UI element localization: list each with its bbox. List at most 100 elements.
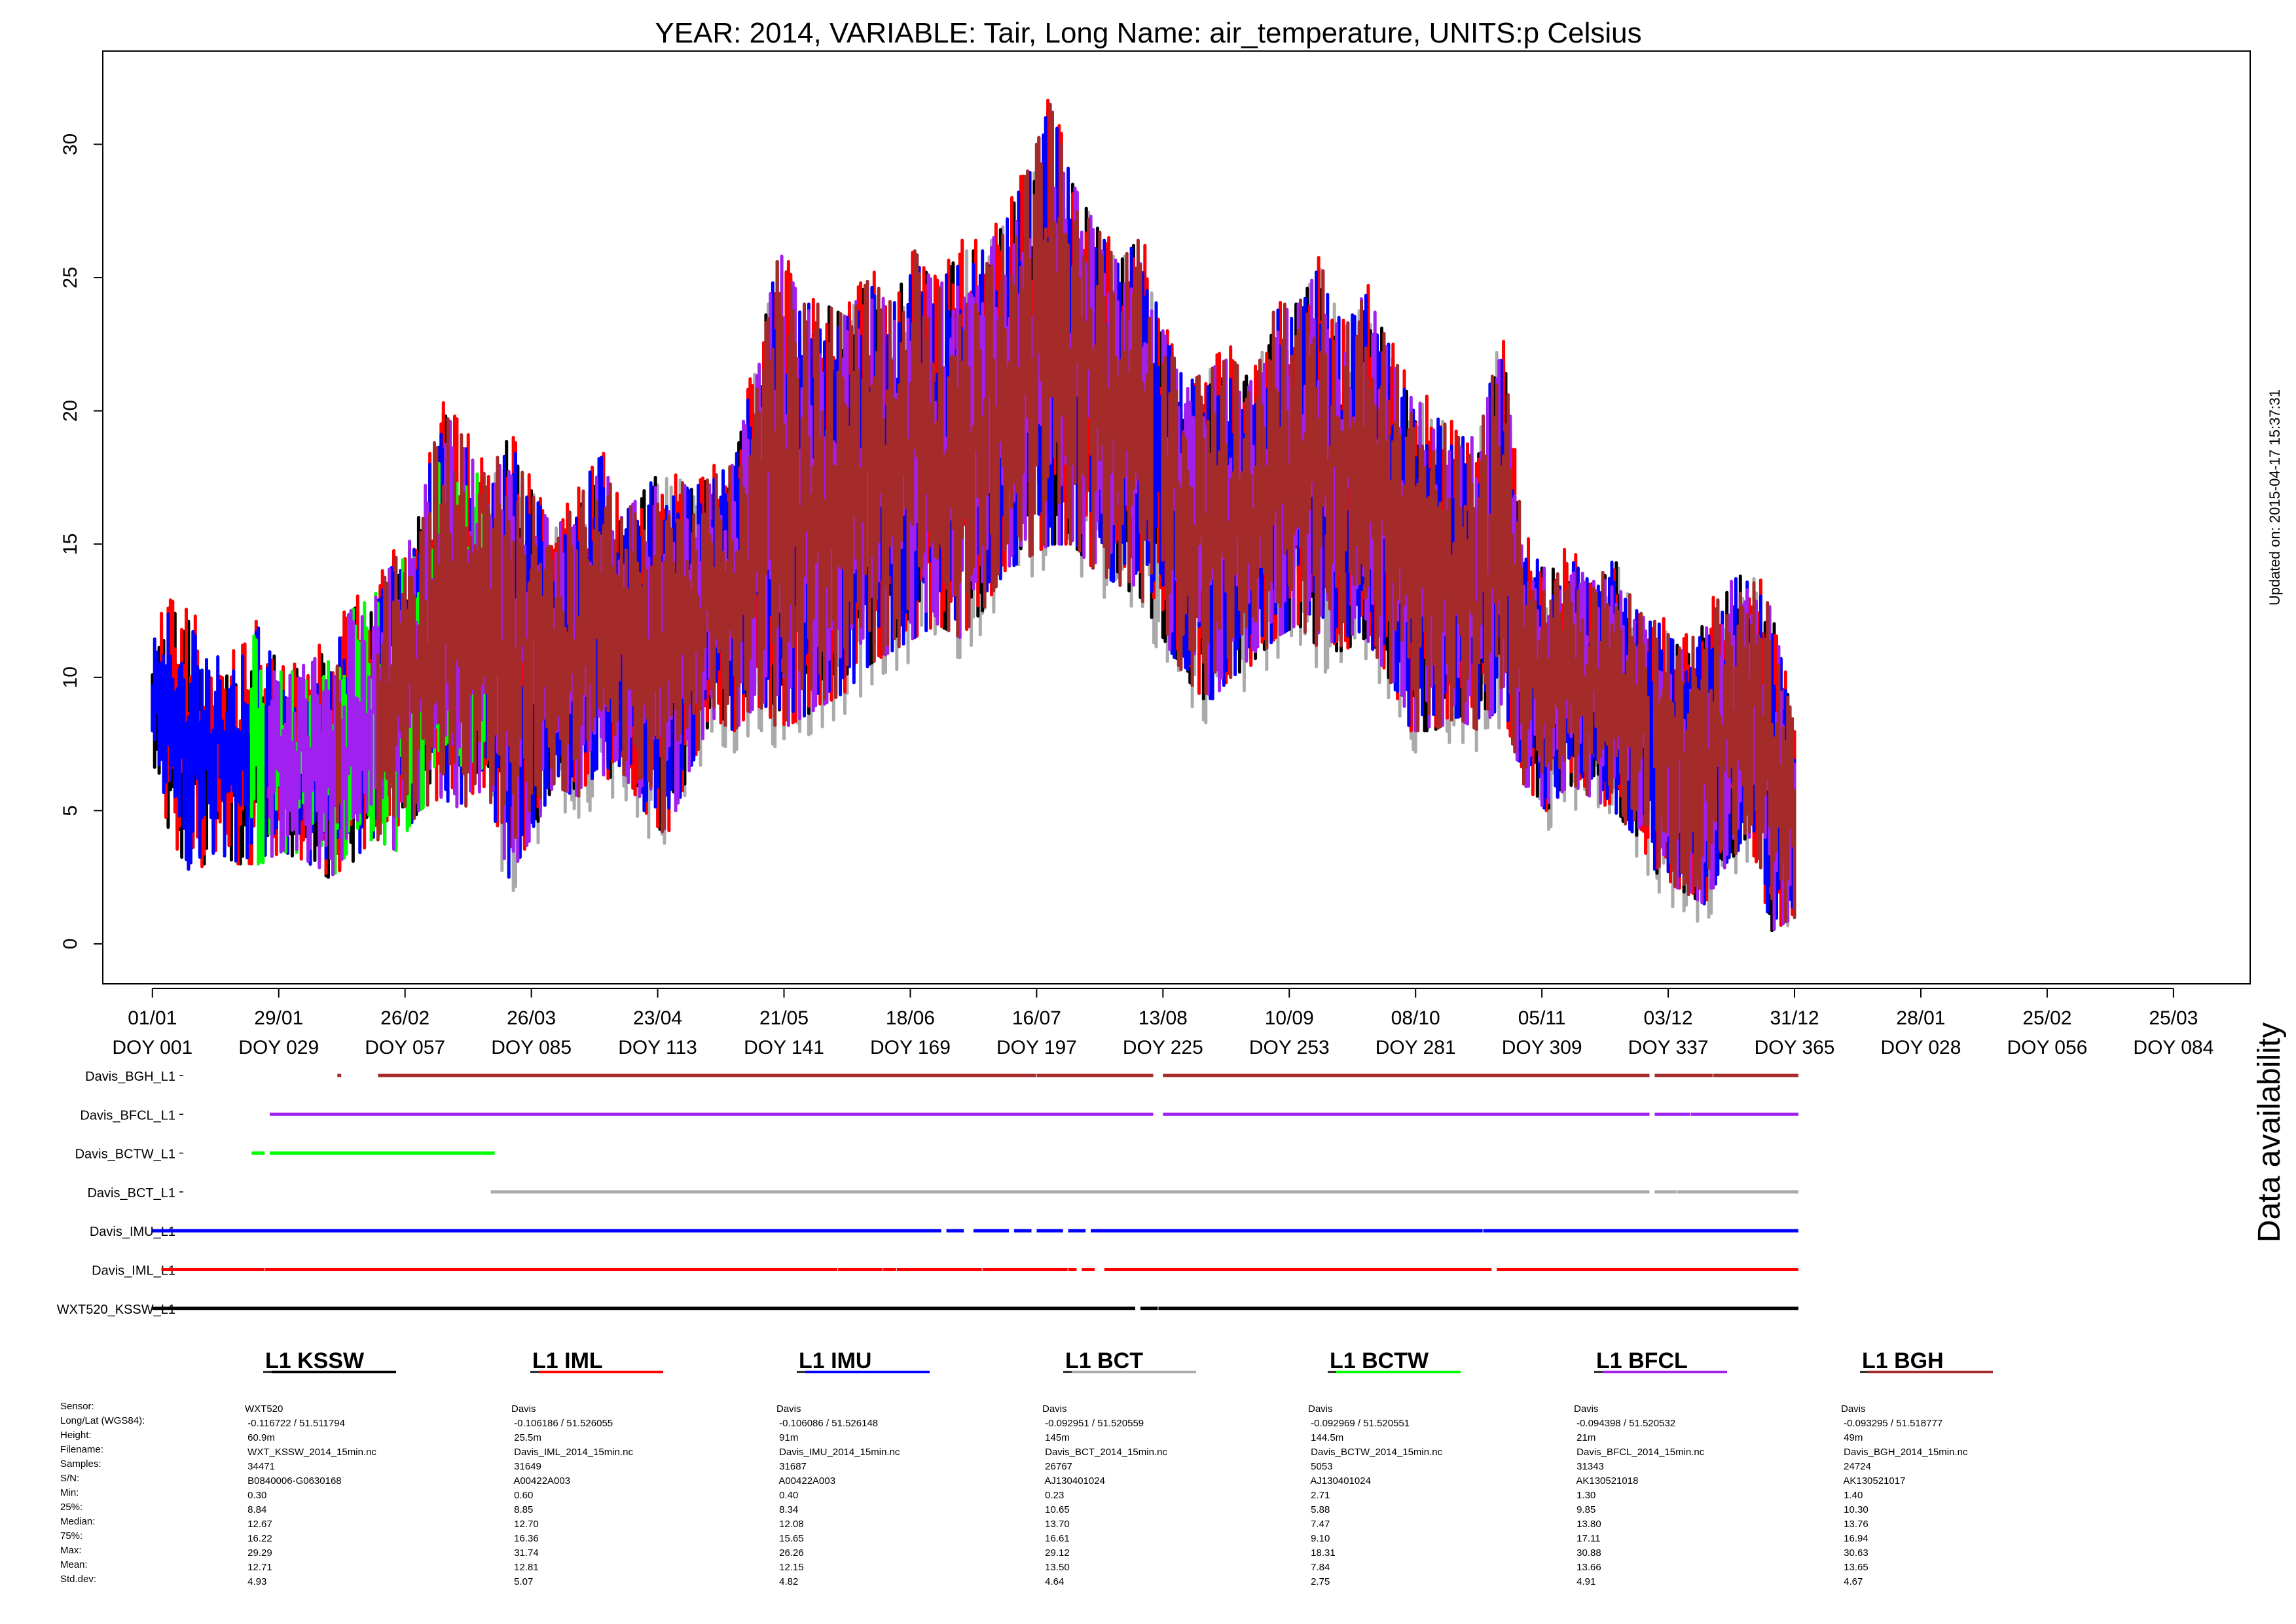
- stats-cell: 10.30: [1841, 1504, 1868, 1515]
- stats-cell: 12.15: [776, 1562, 804, 1573]
- stats-cell: 17.11: [1574, 1533, 1601, 1544]
- x-tick-date: 21/05: [759, 1007, 809, 1029]
- stats-cell: 12.08: [776, 1519, 804, 1530]
- y-tick-label: 20: [60, 400, 81, 422]
- stats-cell: -0.093295 / 51.518777: [1841, 1418, 1943, 1429]
- stats-cell: A00422A003: [776, 1475, 836, 1487]
- x-tick-doy: DOY 337: [1628, 1037, 1709, 1058]
- x-tick-doy: DOY 365: [1755, 1037, 1835, 1058]
- availability-label: WXT520_KSSW_L1: [57, 1303, 175, 1317]
- stats-column: Davis -0.106086 / 51.526148 91m Davis_IM…: [776, 1402, 900, 1589]
- stats-cell: A00422A003: [511, 1475, 571, 1487]
- stats-cell: 29.29: [245, 1547, 272, 1559]
- stats-cell: 25.5m: [511, 1432, 541, 1443]
- stats-row-label: Median:: [60, 1516, 96, 1527]
- stats-row-label: Sensor:: [60, 1401, 94, 1412]
- stats-cell: Davis: [1841, 1403, 1866, 1415]
- x-tick-date: 26/02: [380, 1007, 429, 1029]
- availability-label: Davis_IML_L1: [92, 1264, 175, 1278]
- x-tick-date: 03/12: [1644, 1007, 1693, 1029]
- x-tick-date: 25/02: [2022, 1007, 2071, 1029]
- stats-row-label: 25%:: [60, 1502, 83, 1513]
- statistics-row-labels: Sensor: Long/Lat (WGS84): Height: Filename:…: [60, 1399, 145, 1587]
- legend-entry-label: L1 BGH: [1862, 1348, 1944, 1373]
- stats-cell: 12.67: [245, 1519, 272, 1530]
- stats-cell: -0.106186 / 51.526055: [511, 1418, 613, 1429]
- y-tick-label: 0: [60, 939, 81, 950]
- updated-label: Updated on: 2015-04-17 15:37:31: [2267, 389, 2283, 605]
- stats-cell: 2.71: [1308, 1490, 1330, 1501]
- stats-cell: 29.12: [1042, 1547, 1070, 1559]
- stats-cell: 1.30: [1574, 1490, 1596, 1501]
- stats-cell: AJ130401024: [1042, 1475, 1105, 1487]
- series-Davis_BGH_L1: [335, 102, 1796, 924]
- stats-column: Davis -0.092951 / 51.520559 145m Davis_B…: [1042, 1402, 1167, 1589]
- stats-cell: -0.116722 / 51.511794: [245, 1418, 345, 1429]
- plot-frame: [102, 50, 2251, 984]
- legend-entry-label: L1 IMU: [799, 1348, 871, 1373]
- legend-entry-label: L1 KSSW: [265, 1348, 365, 1373]
- x-axis: 01/01 DOY 001 29/01 DOY 029 26/02 DOY 057 26/0…: [112, 988, 2214, 1058]
- x-tick-doy: DOY 281: [1376, 1037, 1456, 1058]
- stats-cell: Davis: [1574, 1403, 1599, 1415]
- stats-cell: 26.26: [776, 1547, 804, 1559]
- availability-panel: Davis_BGH_L1 Davis_BFCL_L1 Davis_BCTW_L1 Da…: [57, 1070, 1798, 1317]
- data-layer: [151, 98, 1796, 933]
- series-points: [335, 102, 1796, 924]
- stats-column: Davis -0.092969 / 51.520551 144.5m Davis…: [1308, 1402, 1442, 1589]
- stats-cell: 8.84: [245, 1504, 267, 1515]
- stats-cell: Davis_BGH_2014_15min.nc: [1841, 1447, 1968, 1458]
- stats-column: Davis -0.094398 / 51.520532 21m Davis_BF…: [1574, 1402, 1704, 1589]
- stats-cell: 30.63: [1841, 1547, 1868, 1559]
- x-tick-doy: DOY 253: [1249, 1037, 1330, 1058]
- stats-cell: 21m: [1574, 1432, 1596, 1443]
- stats-cell: -0.106086 / 51.526148: [776, 1418, 879, 1429]
- x-tick-date: 31/12: [1770, 1007, 1819, 1029]
- x-tick-doy: DOY 056: [2007, 1037, 2087, 1058]
- stats-cell: 10.65: [1042, 1504, 1070, 1515]
- stats-cell: 2.75: [1308, 1576, 1330, 1587]
- x-tick-date: 13/08: [1139, 1007, 1188, 1029]
- stats-cell: 91m: [776, 1432, 799, 1443]
- availability-label: Davis_IMU_L1: [90, 1225, 175, 1239]
- x-tick-doy: DOY 028: [1881, 1037, 1961, 1058]
- stats-cell: 16.22: [245, 1533, 272, 1544]
- stats-cell: 16.94: [1841, 1533, 1868, 1544]
- stats-column: Davis -0.093295 / 51.518777 49m Davis_BG…: [1841, 1402, 1967, 1589]
- stats-cell: 4.91: [1574, 1576, 1596, 1587]
- stats-row-label: Filename:: [60, 1444, 103, 1455]
- stats-cell: Davis: [776, 1403, 801, 1415]
- x-tick-doy: DOY 084: [2133, 1037, 2214, 1058]
- stats-cell: Davis_IMU_2014_15min.nc: [776, 1447, 900, 1458]
- stats-cell: 18.31: [1308, 1547, 1336, 1559]
- stats-cell: 7.47: [1308, 1519, 1330, 1530]
- stats-row-label: Long/Lat (WGS84):: [60, 1415, 145, 1426]
- stats-cell: 60.9m: [245, 1432, 275, 1443]
- stats-cell: 24724: [1841, 1461, 1871, 1472]
- availability-label: Davis_BFCL_L1: [80, 1108, 175, 1123]
- x-tick-date: 23/04: [633, 1007, 682, 1029]
- stats-cell: 31687: [776, 1461, 807, 1472]
- x-tick-date: 29/01: [254, 1007, 303, 1029]
- stats-cell: -0.092969 / 51.520551: [1308, 1418, 1410, 1429]
- stats-cell: 9.85: [1574, 1504, 1596, 1515]
- stats-cell: AJ130401024: [1308, 1475, 1371, 1487]
- y-tick-label: 15: [60, 533, 81, 555]
- stats-cell: 7.84: [1308, 1562, 1330, 1573]
- stats-cell: 144.5m: [1308, 1432, 1344, 1443]
- stats-cell: 30.88: [1574, 1547, 1601, 1559]
- availability-label: Davis_BCTW_L1: [75, 1147, 175, 1162]
- stats-column: WXT520 -0.116722 / 51.511794 60.9m WXT_K…: [245, 1402, 376, 1589]
- stats-cell: 1.40: [1841, 1490, 1863, 1501]
- availability-label: Davis_BCT_L1: [87, 1186, 175, 1200]
- stats-cell: -0.094398 / 51.520532: [1574, 1418, 1676, 1429]
- x-tick-doy: DOY 029: [238, 1037, 319, 1058]
- stats-cell: 0.30: [245, 1490, 267, 1501]
- x-tick-date: 18/06: [886, 1007, 935, 1029]
- data-availability-label: Data availability: [2252, 1022, 2287, 1242]
- y-tick-label: 5: [60, 805, 81, 816]
- stats-cell: 4.67: [1841, 1576, 1863, 1587]
- availability-label: Davis_BGH_L1: [85, 1070, 175, 1084]
- x-tick-date: 01/01: [128, 1007, 177, 1029]
- x-tick-date: 28/01: [1896, 1007, 1945, 1029]
